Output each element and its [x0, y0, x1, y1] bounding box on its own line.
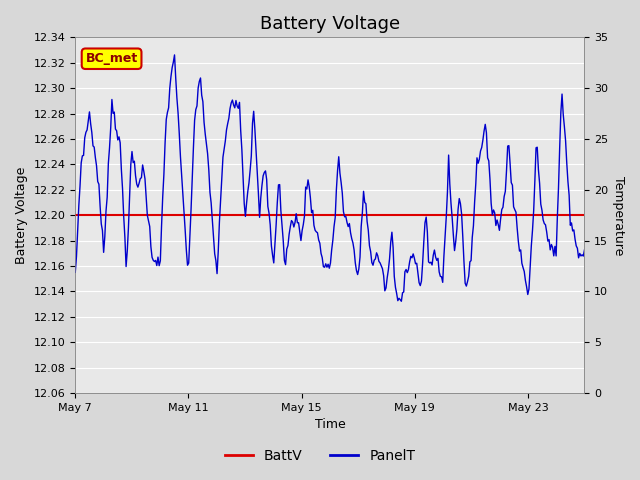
X-axis label: Time: Time — [314, 419, 345, 432]
Y-axis label: Battery Voltage: Battery Voltage — [15, 167, 28, 264]
Text: BC_met: BC_met — [86, 52, 138, 65]
Legend: BattV, PanelT: BattV, PanelT — [220, 443, 420, 468]
Title: Battery Voltage: Battery Voltage — [260, 15, 400, 33]
Y-axis label: Temperature: Temperature — [612, 176, 625, 255]
